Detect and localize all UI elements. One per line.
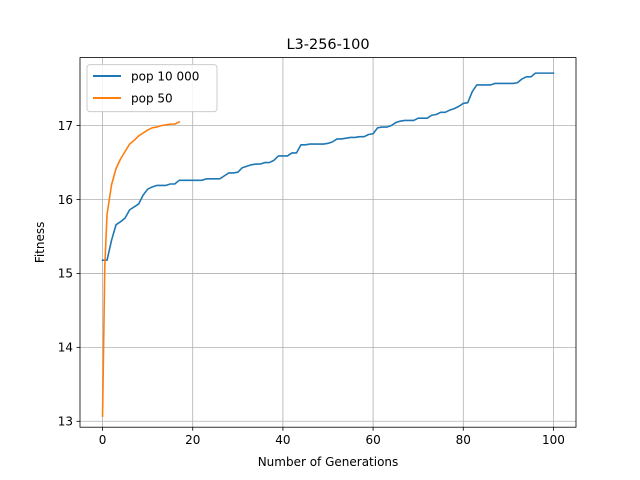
legend-label-pop-10000: pop 10 000 [131,70,199,84]
y-tick-label: 13 [58,415,73,429]
y-axis-ticks: 13 14 15 16 17 [58,119,80,429]
plot-frame [79,57,577,428]
grid [80,57,576,428]
series-line-pop-10-000 [101,72,555,261]
y-tick-label: 16 [58,193,73,207]
legend-label-pop-50: pop 50 [131,92,173,106]
x-tick-label: 100 [542,433,565,447]
series-group [101,72,555,417]
x-axis-title: Number of Generations [258,455,399,469]
x-tick-label: 20 [185,433,200,447]
x-axis-ticks: 0 20 40 60 80 100 [99,427,565,447]
x-tick-label: 60 [365,433,380,447]
x-tick-label: 40 [275,433,290,447]
x-tick-label: 0 [99,433,107,447]
legend: pop 10 000 pop 50 [86,64,218,113]
y-tick-label: 14 [58,341,73,355]
y-tick-label: 17 [58,119,73,133]
y-axis-title: Fitness [33,222,47,264]
series-line-pop-50 [101,120,181,417]
y-tick-label: 15 [58,267,73,281]
chart-title: L3-256-100 [286,37,369,53]
x-tick-label: 80 [456,433,471,447]
